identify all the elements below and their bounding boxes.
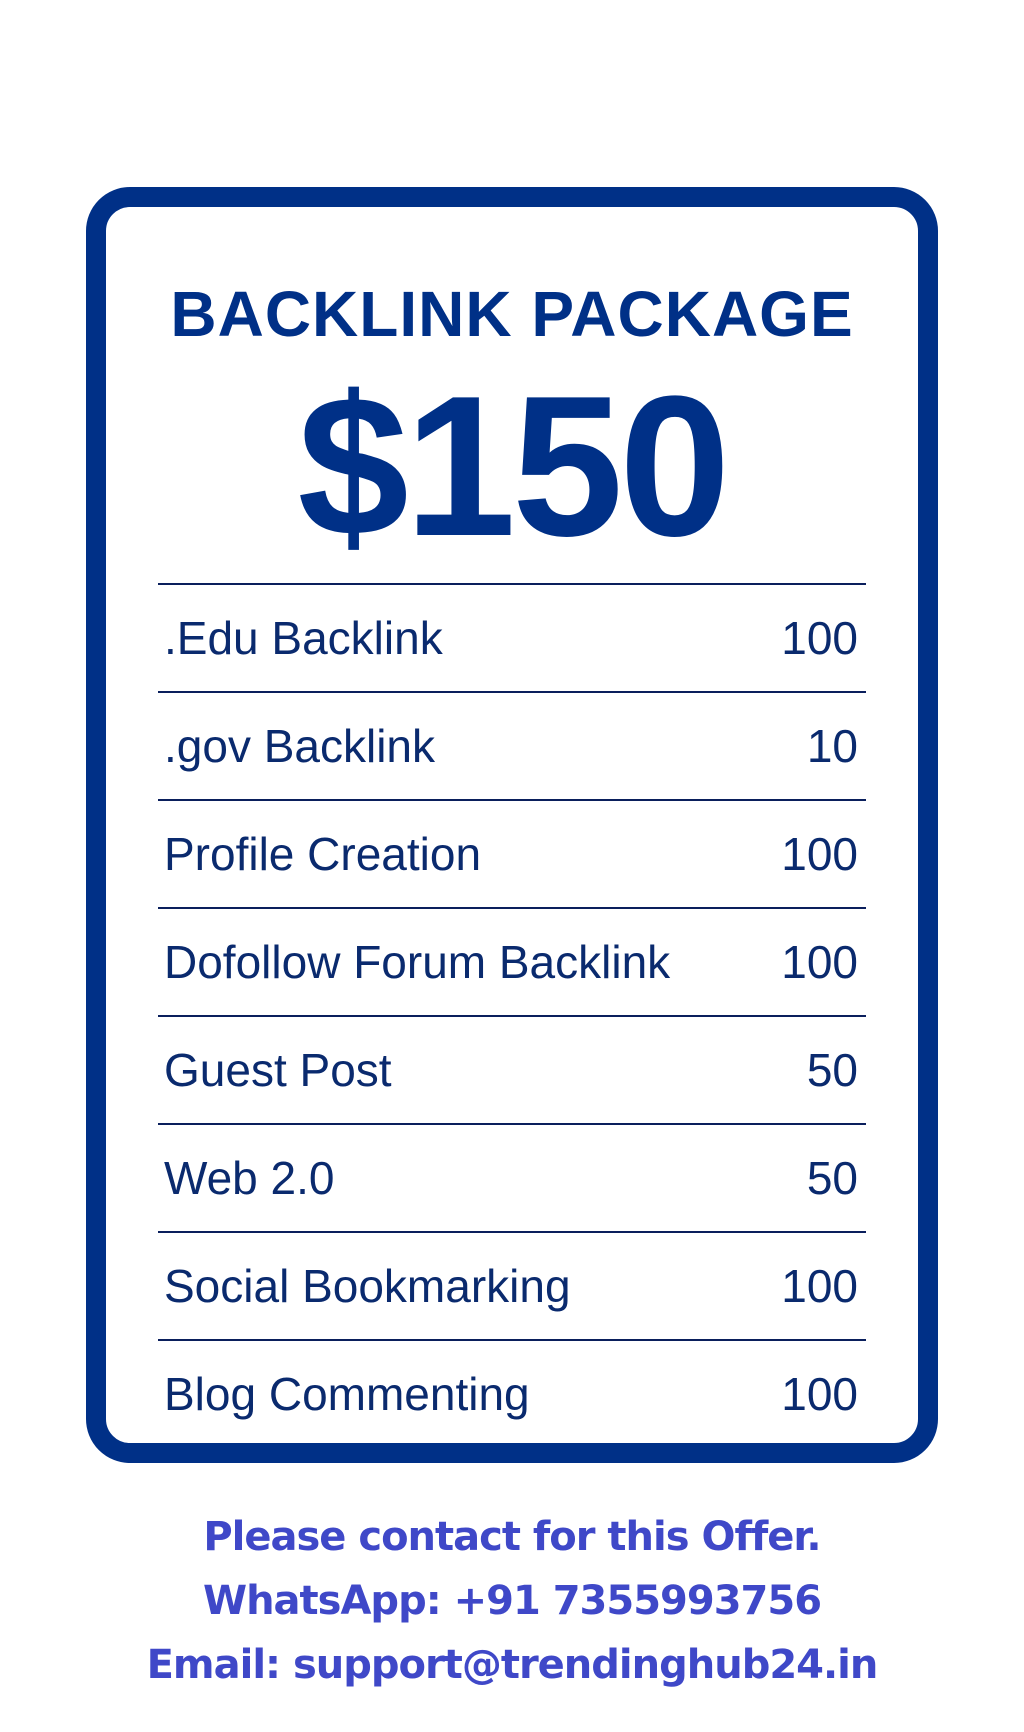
package-card: BACKLINK PACKAGE $150 .Edu Backlink 100 .…	[86, 187, 938, 1463]
item-label: .Edu Backlink	[164, 612, 443, 664]
item-label: Profile Creation	[164, 828, 482, 880]
whatsapp-number: WhatsApp: +91 7355993756	[202, 1578, 822, 1624]
item-label: Web 2.0	[164, 1152, 335, 1204]
item-qty: 100	[781, 828, 858, 880]
package-price: $150	[297, 355, 731, 578]
package-items: .Edu Backlink 100 .gov Backlink 10 Profile…	[158, 583, 866, 1447]
item-qty: 100	[781, 1260, 858, 1312]
item-qty: 10	[806, 720, 858, 772]
item-qty: 50	[806, 1044, 858, 1096]
contact-offer-text: Please contact for this Offer.	[203, 1514, 821, 1560]
item-qty: 50	[806, 1152, 858, 1204]
list-item: Social Bookmarking 100	[158, 1233, 866, 1341]
package-title: BACKLINK PACKAGE	[170, 278, 854, 350]
item-qty: 100	[781, 612, 858, 664]
contact-info: Please contact for this Offer. WhatsApp:…	[0, 1505, 1024, 1697]
item-qty: 100	[781, 936, 858, 988]
item-label: Social Bookmarking	[164, 1260, 571, 1312]
list-item: Blog Commenting 100	[158, 1341, 866, 1447]
item-label: Guest Post	[164, 1044, 392, 1096]
list-item: Dofollow Forum Backlink 100	[158, 909, 866, 1017]
item-label: .gov Backlink	[164, 720, 436, 772]
item-label: Blog Commenting	[164, 1368, 530, 1420]
list-item: .Edu Backlink 100	[158, 585, 866, 693]
list-item: Profile Creation 100	[158, 801, 866, 909]
list-item: Web 2.0 50	[158, 1125, 866, 1233]
item-label: Dofollow Forum Backlink	[164, 936, 671, 988]
list-item: .gov Backlink 10	[158, 693, 866, 801]
item-qty: 100	[781, 1368, 858, 1420]
list-item: Guest Post 50	[158, 1017, 866, 1125]
contact-email: Email: support@trendinghub24.in	[146, 1642, 879, 1688]
